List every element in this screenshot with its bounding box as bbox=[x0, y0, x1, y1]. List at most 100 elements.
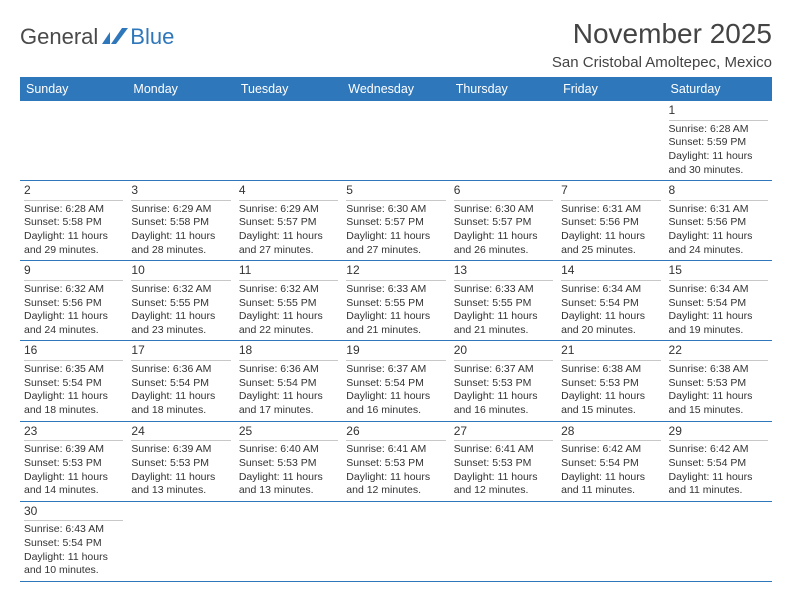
calendar-cell: 30Sunrise: 6:43 AMSunset: 5:54 PMDayligh… bbox=[20, 501, 127, 581]
day-number: 6 bbox=[454, 183, 553, 201]
sunrise-text: Sunrise: 6:36 AM bbox=[239, 363, 338, 377]
calendar-row: 30Sunrise: 6:43 AMSunset: 5:54 PMDayligh… bbox=[20, 501, 772, 581]
daylight-text: Daylight: 11 hours bbox=[239, 471, 338, 485]
calendar-cell: 11Sunrise: 6:32 AMSunset: 5:55 PMDayligh… bbox=[235, 261, 342, 341]
calendar-cell: 13Sunrise: 6:33 AMSunset: 5:55 PMDayligh… bbox=[450, 261, 557, 341]
location: San Cristobal Amoltepec, Mexico bbox=[552, 54, 772, 71]
daylight-text: and 16 minutes. bbox=[454, 404, 553, 418]
sunrise-text: Sunrise: 6:31 AM bbox=[669, 203, 768, 217]
sunset-text: Sunset: 5:54 PM bbox=[669, 297, 768, 311]
sunrise-text: Sunrise: 6:32 AM bbox=[131, 283, 230, 297]
daylight-text: and 24 minutes. bbox=[669, 244, 768, 258]
daylight-text: Daylight: 11 hours bbox=[346, 310, 445, 324]
daylight-text: Daylight: 11 hours bbox=[24, 471, 123, 485]
sunset-text: Sunset: 5:54 PM bbox=[561, 297, 660, 311]
brand-part2: Blue bbox=[130, 24, 174, 50]
daylight-text: and 17 minutes. bbox=[239, 404, 338, 418]
calendar-cell bbox=[127, 101, 234, 181]
brand-logo: General Blue bbox=[20, 18, 174, 50]
weekday-header-row: Sunday Monday Tuesday Wednesday Thursday… bbox=[20, 77, 772, 101]
header: General Blue November 2025 San Cristobal… bbox=[20, 18, 772, 71]
title-block: November 2025 San Cristobal Amoltepec, M… bbox=[552, 18, 772, 71]
sunrise-text: Sunrise: 6:41 AM bbox=[346, 443, 445, 457]
day-number: 30 bbox=[24, 504, 123, 522]
calendar-cell bbox=[665, 501, 772, 581]
sunrise-text: Sunrise: 6:37 AM bbox=[454, 363, 553, 377]
daylight-text: and 19 minutes. bbox=[669, 324, 768, 338]
daylight-text: and 18 minutes. bbox=[24, 404, 123, 418]
daylight-text: and 16 minutes. bbox=[346, 404, 445, 418]
daylight-text: Daylight: 11 hours bbox=[24, 551, 123, 565]
day-number: 10 bbox=[131, 263, 230, 281]
day-number: 24 bbox=[131, 424, 230, 442]
day-number: 5 bbox=[346, 183, 445, 201]
calendar-cell: 20Sunrise: 6:37 AMSunset: 5:53 PMDayligh… bbox=[450, 341, 557, 421]
sunset-text: Sunset: 5:53 PM bbox=[561, 377, 660, 391]
sunrise-text: Sunrise: 6:36 AM bbox=[131, 363, 230, 377]
sunset-text: Sunset: 5:54 PM bbox=[131, 377, 230, 391]
calendar-cell: 15Sunrise: 6:34 AMSunset: 5:54 PMDayligh… bbox=[665, 261, 772, 341]
daylight-text: Daylight: 11 hours bbox=[669, 150, 768, 164]
daylight-text: Daylight: 11 hours bbox=[669, 390, 768, 404]
daylight-text: and 20 minutes. bbox=[561, 324, 660, 338]
sunrise-text: Sunrise: 6:31 AM bbox=[561, 203, 660, 217]
sunset-text: Sunset: 5:53 PM bbox=[131, 457, 230, 471]
weekday-header: Friday bbox=[557, 77, 664, 101]
sunrise-text: Sunrise: 6:40 AM bbox=[239, 443, 338, 457]
calendar-cell: 19Sunrise: 6:37 AMSunset: 5:54 PMDayligh… bbox=[342, 341, 449, 421]
calendar-cell: 12Sunrise: 6:33 AMSunset: 5:55 PMDayligh… bbox=[342, 261, 449, 341]
day-number: 20 bbox=[454, 343, 553, 361]
day-number: 12 bbox=[346, 263, 445, 281]
calendar-cell bbox=[342, 501, 449, 581]
calendar-cell bbox=[557, 101, 664, 181]
sunset-text: Sunset: 5:53 PM bbox=[454, 377, 553, 391]
sunrise-text: Sunrise: 6:32 AM bbox=[239, 283, 338, 297]
daylight-text: Daylight: 11 hours bbox=[24, 310, 123, 324]
day-number: 4 bbox=[239, 183, 338, 201]
sunrise-text: Sunrise: 6:37 AM bbox=[346, 363, 445, 377]
day-number: 19 bbox=[346, 343, 445, 361]
sunrise-text: Sunrise: 6:42 AM bbox=[561, 443, 660, 457]
calendar-cell: 22Sunrise: 6:38 AMSunset: 5:53 PMDayligh… bbox=[665, 341, 772, 421]
daylight-text: Daylight: 11 hours bbox=[454, 471, 553, 485]
sunset-text: Sunset: 5:53 PM bbox=[454, 457, 553, 471]
daylight-text: Daylight: 11 hours bbox=[669, 471, 768, 485]
sunrise-text: Sunrise: 6:39 AM bbox=[24, 443, 123, 457]
daylight-text: Daylight: 11 hours bbox=[131, 230, 230, 244]
daylight-text: Daylight: 11 hours bbox=[561, 390, 660, 404]
sunrise-text: Sunrise: 6:35 AM bbox=[24, 363, 123, 377]
day-number: 28 bbox=[561, 424, 660, 442]
sunrise-text: Sunrise: 6:41 AM bbox=[454, 443, 553, 457]
calendar-cell: 23Sunrise: 6:39 AMSunset: 5:53 PMDayligh… bbox=[20, 421, 127, 501]
sunrise-text: Sunrise: 6:39 AM bbox=[131, 443, 230, 457]
sunset-text: Sunset: 5:57 PM bbox=[239, 216, 338, 230]
calendar-cell bbox=[127, 501, 234, 581]
daylight-text: Daylight: 11 hours bbox=[454, 230, 553, 244]
sunset-text: Sunset: 5:53 PM bbox=[669, 377, 768, 391]
day-number: 15 bbox=[669, 263, 768, 281]
daylight-text: and 15 minutes. bbox=[561, 404, 660, 418]
calendar-cell bbox=[20, 101, 127, 181]
calendar-cell: 25Sunrise: 6:40 AMSunset: 5:53 PMDayligh… bbox=[235, 421, 342, 501]
calendar-cell: 10Sunrise: 6:32 AMSunset: 5:55 PMDayligh… bbox=[127, 261, 234, 341]
weekday-header: Thursday bbox=[450, 77, 557, 101]
sunset-text: Sunset: 5:55 PM bbox=[454, 297, 553, 311]
sunset-text: Sunset: 5:56 PM bbox=[669, 216, 768, 230]
daylight-text: Daylight: 11 hours bbox=[561, 471, 660, 485]
daylight-text: and 21 minutes. bbox=[454, 324, 553, 338]
sunset-text: Sunset: 5:57 PM bbox=[454, 216, 553, 230]
day-number: 26 bbox=[346, 424, 445, 442]
sunrise-text: Sunrise: 6:29 AM bbox=[239, 203, 338, 217]
flag-icon bbox=[102, 28, 128, 46]
sunset-text: Sunset: 5:57 PM bbox=[346, 216, 445, 230]
sunrise-text: Sunrise: 6:42 AM bbox=[669, 443, 768, 457]
sunset-text: Sunset: 5:54 PM bbox=[346, 377, 445, 391]
calendar-page: General Blue November 2025 San Cristobal… bbox=[0, 0, 792, 592]
daylight-text: and 26 minutes. bbox=[454, 244, 553, 258]
calendar-cell: 24Sunrise: 6:39 AMSunset: 5:53 PMDayligh… bbox=[127, 421, 234, 501]
calendar-cell: 2Sunrise: 6:28 AMSunset: 5:58 PMDaylight… bbox=[20, 181, 127, 261]
daylight-text: and 22 minutes. bbox=[239, 324, 338, 338]
day-number: 29 bbox=[669, 424, 768, 442]
day-number: 13 bbox=[454, 263, 553, 281]
calendar-cell: 8Sunrise: 6:31 AMSunset: 5:56 PMDaylight… bbox=[665, 181, 772, 261]
